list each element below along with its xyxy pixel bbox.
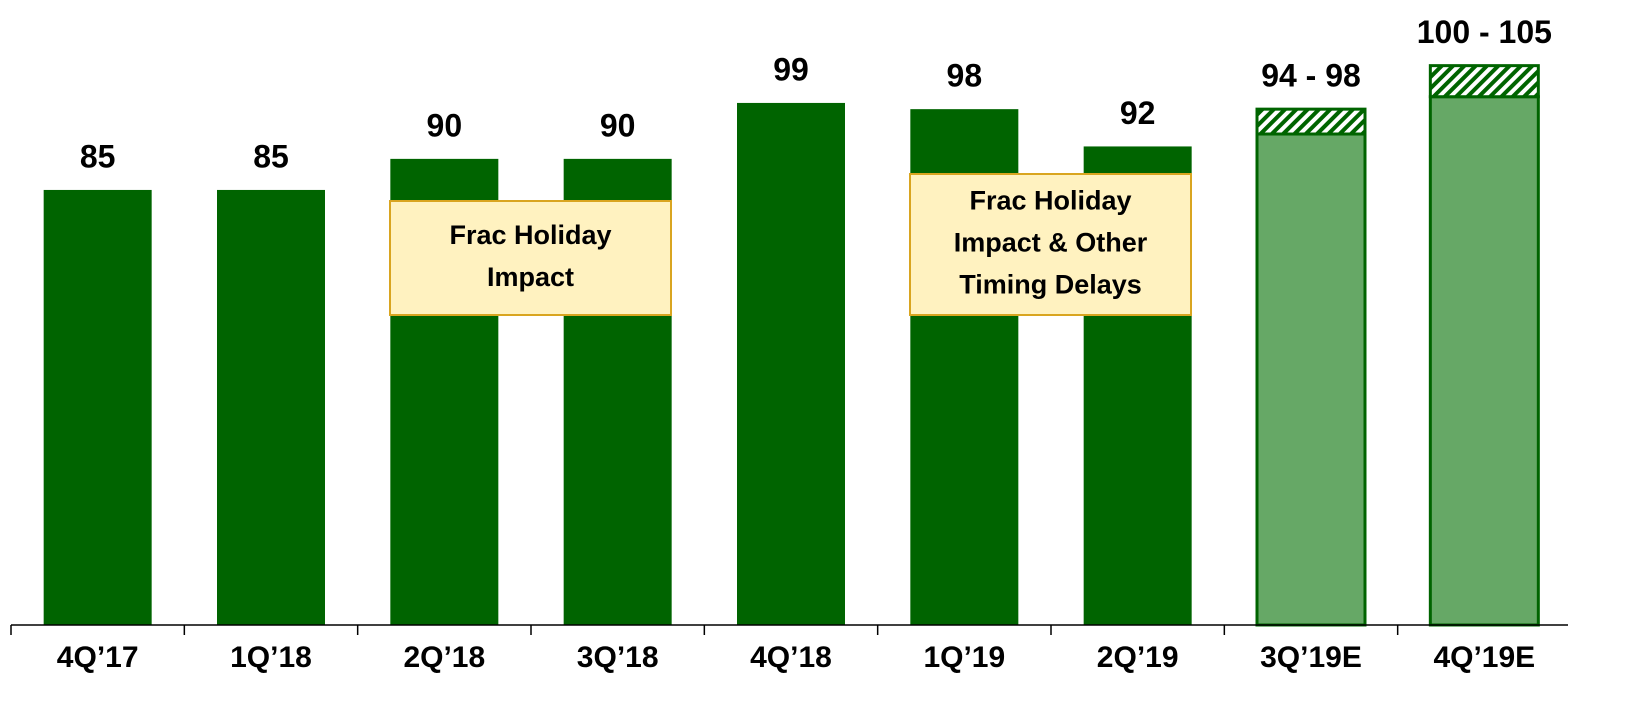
x-tick-label: 4Q’18 (750, 641, 832, 674)
x-tick-label: 3Q’19E (1260, 641, 1362, 674)
bar (43, 189, 152, 626)
annotation-text: Timing Delays (959, 270, 1142, 300)
annotation-box (389, 200, 672, 316)
x-tick-label: 2Q’18 (403, 641, 485, 674)
value-label: 100 - 105 (1417, 14, 1552, 50)
bar (1255, 132, 1367, 627)
value-label: 98 (947, 58, 983, 94)
bar (217, 189, 325, 626)
annotation-text: Frac Holiday (969, 186, 1131, 216)
value-label: 85 (80, 138, 116, 174)
value-label: 99 (773, 51, 809, 87)
x-tick-label: 4Q’17 (57, 641, 139, 674)
value-label: 90 (427, 107, 463, 143)
x-tick-label: 2Q’19 (1097, 641, 1179, 674)
annotation-text: Impact & Other (954, 228, 1148, 258)
bar (737, 102, 845, 625)
x-tick-label: 4Q’19E (1433, 641, 1535, 674)
annotation-box (909, 173, 1192, 316)
range-bar (1255, 107, 1367, 136)
value-label: 94 - 98 (1261, 58, 1361, 94)
annotation-text: Impact (487, 262, 574, 292)
annotation-text: Frac Holiday (449, 220, 611, 250)
x-tick-label: 3Q’18 (577, 641, 659, 674)
value-label: 85 (253, 138, 289, 174)
x-tick-label: 1Q’19 (923, 641, 1005, 674)
value-label: 92 (1120, 95, 1156, 131)
range-bar (1428, 64, 1540, 99)
x-tick-label: 1Q’18 (230, 641, 312, 674)
value-label: 90 (600, 107, 636, 143)
bar (1428, 95, 1540, 627)
